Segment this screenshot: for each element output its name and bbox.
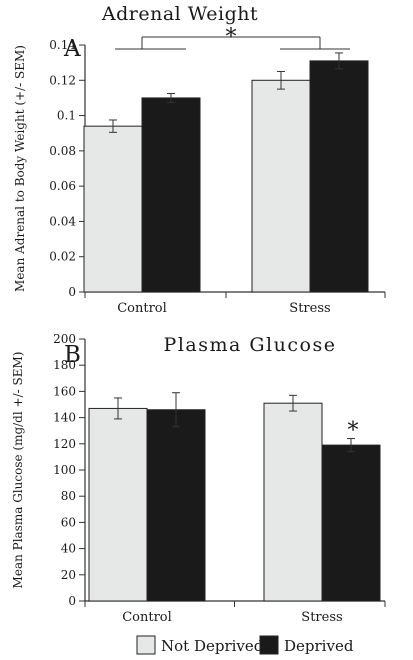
y-tick-label: 120 (53, 437, 76, 451)
bar-deprived (309, 60, 369, 293)
chart-title: Adrenal Weight (101, 3, 258, 25)
y-axis-label: Mean Adrenal to Body Weight (+/- SEM) (13, 45, 27, 292)
legend-swatch (259, 635, 279, 655)
panel-b: 0 20 40 60 80 100 120 140 160 180 200 Control Stress… (11, 332, 386, 625)
bar-not-deprived (263, 402, 323, 602)
y-tick-label: 0.14 (49, 38, 76, 52)
panel-letter: B (64, 342, 81, 368)
y-tick-label: 200 (53, 332, 76, 346)
bar-not-deprived (251, 79, 311, 293)
bar-deprived (141, 97, 201, 293)
y-tick-label: 0.1 (57, 109, 76, 123)
y-tick-label: 60 (61, 515, 76, 529)
category-label: Stress (301, 610, 342, 625)
panel-letter: A (63, 36, 81, 62)
y-tick-label: 180 (53, 358, 76, 372)
y-tick-label: 160 (53, 384, 76, 398)
y-axis-label: Mean Plasma Glucose (mg/dl +/- SEM) (11, 352, 25, 589)
legend-swatch (136, 635, 156, 655)
legend-label: Deprived (284, 637, 354, 655)
bar-not-deprived (83, 125, 143, 293)
y-tick-label: 20 (61, 568, 76, 582)
legend-label: Not Deprived (161, 637, 264, 655)
panel-a: 0 0.02 0.04 0.06 0.08 0.1 0.12 0.14 Control Stres… (13, 3, 386, 316)
legend: Not Deprived Deprived (136, 635, 354, 655)
y-tick-label: 0.06 (49, 179, 76, 193)
y-tick-label: 0.08 (49, 144, 76, 158)
y-tick-label: 0 (68, 594, 76, 608)
y-tick-label: 40 (61, 542, 76, 556)
category-label: Control (117, 301, 167, 316)
y-tick-label: 80 (61, 489, 76, 503)
y-tick-label: 0.04 (49, 214, 76, 228)
significance-star: * (226, 25, 237, 50)
y-tick-label: 0 (68, 285, 76, 299)
y-tick-label: 100 (53, 463, 76, 477)
y-tick-label: 140 (53, 411, 76, 425)
significance-star: * (348, 419, 359, 444)
bar-deprived (146, 409, 206, 602)
category-label: Stress (289, 301, 330, 316)
y-tick-label: 0.12 (49, 73, 76, 87)
category-label: Control (122, 610, 172, 625)
bar-deprived (321, 444, 381, 602)
y-tick-label: 0.02 (49, 250, 76, 264)
bar-not-deprived (88, 407, 148, 602)
chart-title: Plasma Glucose (164, 334, 337, 356)
